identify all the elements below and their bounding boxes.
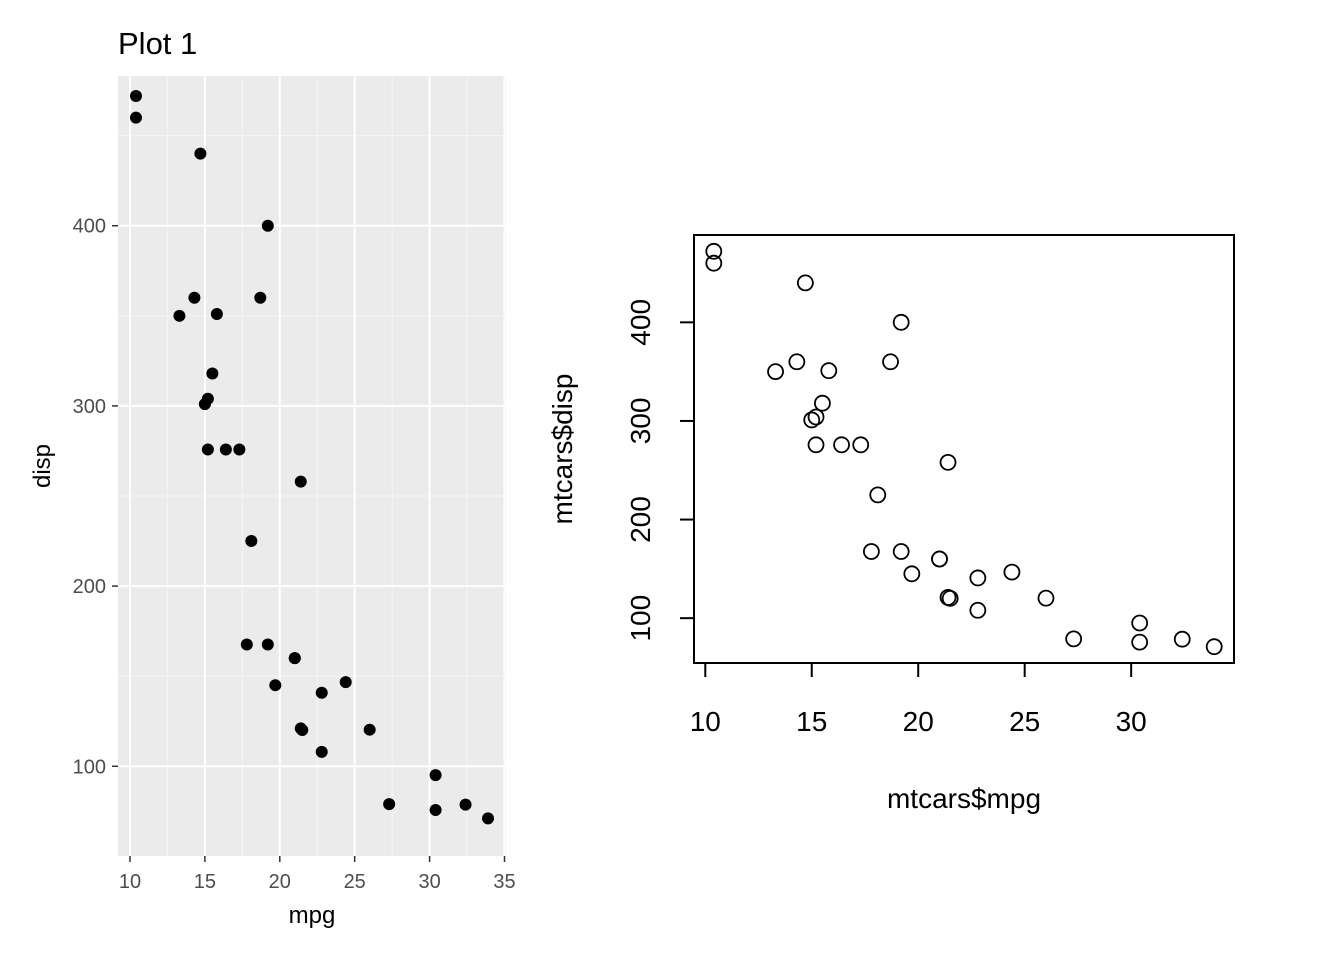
- data-point: [201, 443, 214, 456]
- data-point: [939, 589, 957, 606]
- plot-2-x-label: mtcars$mpg: [887, 783, 1041, 814]
- data-point: [188, 291, 201, 304]
- data-point: [892, 313, 910, 331]
- data-point: [129, 111, 142, 124]
- plot-2: 10 15 20 25 30 100 200 300 400 mtcars$mpg mtcars…: [547, 234, 1235, 814]
- data-point: [261, 638, 274, 651]
- data-point: [206, 367, 219, 380]
- data-point: [261, 219, 274, 232]
- data-point: [833, 436, 850, 454]
- data-point: [969, 601, 987, 619]
- data-point: [813, 394, 831, 412]
- data-point: [807, 408, 825, 426]
- data-point: [429, 804, 442, 817]
- data-point: [288, 652, 301, 665]
- data-point: [219, 443, 232, 456]
- data-point: [882, 353, 899, 371]
- plot-1-panel: [118, 76, 506, 856]
- x-tick-label: 35: [493, 871, 515, 893]
- data-point: [903, 565, 921, 583]
- data-point: [194, 147, 207, 160]
- data-point: [254, 291, 267, 304]
- data-point: [862, 543, 880, 560]
- x-tick-label: 25: [344, 871, 366, 893]
- y-tick-label: 100: [625, 595, 656, 642]
- plot-1-x-label: mpg: [289, 902, 336, 929]
- data-point: [705, 254, 723, 272]
- y-tick-label: 400: [625, 299, 656, 346]
- data-point: [198, 398, 211, 411]
- data-point: [294, 475, 307, 488]
- data-point: [233, 443, 246, 456]
- plot-1: Plot 1 10 15 20 25 30 35 100 200 300 400 mpg disp: [29, 26, 516, 929]
- plot-1-ticks: 10 15 20 25 30 35 100 200 300 400: [73, 216, 516, 893]
- data-point: [315, 686, 328, 699]
- data-point: [788, 353, 806, 371]
- y-tick-label: 400: [73, 216, 106, 238]
- data-point: [210, 308, 223, 321]
- data-point: [767, 363, 784, 381]
- data-point: [1037, 589, 1055, 607]
- data-point: [294, 722, 307, 735]
- data-point: [803, 411, 821, 429]
- x-tick-label: 10: [119, 871, 141, 893]
- data-point: [245, 535, 258, 548]
- plot-2-frame: [693, 234, 1235, 664]
- data-point: [363, 723, 376, 736]
- y-tick-label: 100: [73, 756, 106, 778]
- plot-1-title: Plot 1: [118, 26, 197, 61]
- data-point: [429, 769, 442, 782]
- data-point: [1173, 630, 1191, 648]
- plot-2-ticks: 10 15 20 25 30 100 200 300 400: [625, 299, 1147, 737]
- data-point: [339, 676, 352, 689]
- plot-1-points: [129, 90, 495, 825]
- data-point: [931, 550, 948, 568]
- data-point: [240, 638, 253, 651]
- y-tick-label: 300: [73, 396, 106, 418]
- data-point: [969, 569, 987, 587]
- data-point: [482, 812, 495, 825]
- x-tick-label: 30: [1116, 706, 1147, 737]
- plot-2-y-label: mtcars$disp: [547, 374, 578, 525]
- data-point: [383, 798, 396, 811]
- data-point: [869, 486, 887, 504]
- data-point: [459, 798, 472, 811]
- x-tick-label: 30: [418, 871, 440, 893]
- x-tick-label: 20: [903, 706, 934, 737]
- data-point: [129, 90, 142, 102]
- y-tick-label: 200: [625, 496, 656, 543]
- y-tick-label: 300: [625, 398, 656, 445]
- plot-1-grid: [118, 76, 506, 856]
- x-tick-label: 15: [796, 706, 827, 737]
- plot-1-y-label: disp: [29, 444, 56, 488]
- data-point: [939, 453, 957, 471]
- data-point: [269, 679, 282, 692]
- data-point: [807, 436, 825, 454]
- data-point: [1003, 563, 1021, 581]
- x-tick-label: 15: [194, 871, 216, 893]
- data-point: [1131, 614, 1149, 632]
- data-point: [1131, 633, 1149, 651]
- x-tick-label: 20: [269, 871, 291, 893]
- data-point: [852, 436, 870, 454]
- y-tick-label: 200: [73, 576, 106, 598]
- data-point: [820, 362, 838, 380]
- data-point: [1205, 638, 1223, 656]
- plot-2-points: [705, 242, 1223, 656]
- data-point: [705, 242, 723, 260]
- x-tick-label: 10: [690, 706, 721, 737]
- data-point: [315, 745, 328, 758]
- data-point: [173, 309, 186, 322]
- x-tick-label: 25: [1009, 706, 1040, 737]
- data-point: [1065, 630, 1083, 648]
- data-point: [892, 543, 910, 560]
- data-point: [796, 274, 814, 292]
